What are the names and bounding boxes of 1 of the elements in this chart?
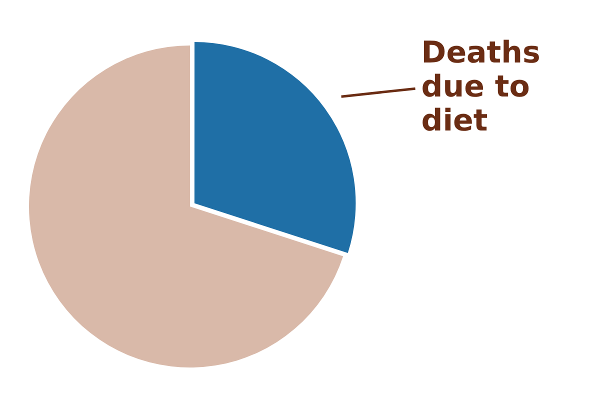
slice-label: Deaths due to diet (421, 35, 540, 138)
